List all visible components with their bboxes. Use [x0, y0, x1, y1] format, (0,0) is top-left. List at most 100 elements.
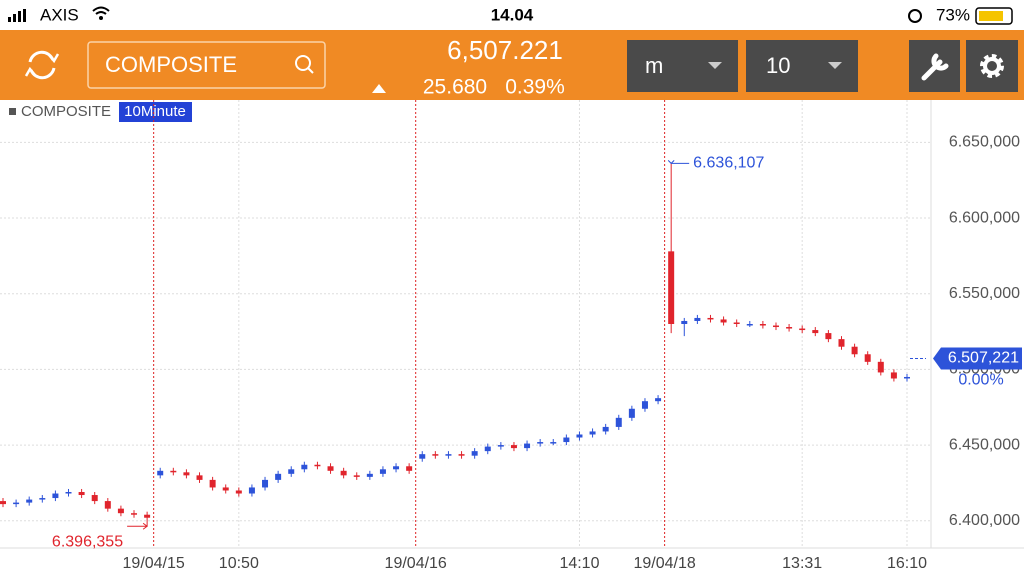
period-dropdown[interactable] — [746, 40, 858, 92]
candle-body — [772, 325, 779, 328]
candle-body — [904, 376, 910, 379]
candle-body — [694, 317, 701, 321]
candle-body — [799, 328, 806, 331]
candle-body — [301, 464, 308, 470]
unit-dropdown[interactable] — [627, 40, 738, 92]
candle-body — [314, 464, 321, 467]
change: 25.680 — [423, 76, 487, 99]
candle-body — [615, 417, 622, 427]
x-tick-label: 14:10 — [559, 555, 599, 572]
candle-body — [104, 501, 111, 509]
candle-body — [655, 398, 662, 402]
x-tick-label: 16:10 — [887, 555, 927, 572]
x-tick-label: 10:50 — [219, 555, 259, 572]
candle-body — [235, 490, 242, 494]
wifi-icon — [92, 6, 110, 15]
candle-body — [379, 469, 386, 474]
candle-body — [628, 408, 635, 418]
candle-body — [131, 513, 138, 515]
settings-button[interactable] — [966, 40, 1018, 92]
period-value: 10 — [766, 53, 790, 78]
candle-body — [563, 437, 570, 443]
max-arrow — [667, 160, 690, 165]
candle-body — [353, 475, 360, 477]
candle-body — [91, 495, 98, 502]
candle-body — [471, 451, 478, 456]
candle-body — [720, 319, 727, 323]
legend-interval-bg — [119, 102, 192, 122]
candle-body — [825, 333, 832, 340]
gear-icon-core — [983, 57, 1001, 75]
candle-body — [733, 322, 740, 324]
legend-marker — [9, 108, 16, 115]
last-price-tag — [933, 347, 1022, 370]
candle-body — [170, 470, 177, 473]
plot: 6.400,0006.450,0006.500,0006.550,0006.60… — [0, 100, 1022, 572]
y-tick-label: 6.600,000 — [949, 209, 1020, 226]
y-tick-label: 6.550,000 — [949, 285, 1020, 302]
candle-body — [248, 487, 255, 494]
carrier: AXIS — [40, 5, 79, 24]
candle-body — [117, 508, 124, 514]
candle-body — [576, 434, 583, 438]
candle-body — [157, 470, 164, 476]
candle-body — [275, 473, 282, 480]
candle-body — [406, 466, 413, 471]
candle-body — [144, 514, 151, 518]
y-tick-label: 6.450,000 — [949, 436, 1020, 453]
wrench-icon — [921, 53, 949, 81]
candle-body — [288, 469, 295, 474]
candle-body — [209, 479, 216, 488]
y-tick-label: 6.650,000 — [949, 134, 1020, 151]
candle-body — [510, 445, 517, 449]
x-tick-label: 19/04/16 — [385, 555, 447, 572]
x-tick-label: 19/04/15 — [123, 555, 185, 572]
candle-body — [668, 251, 675, 324]
search-icon[interactable] — [295, 55, 311, 71]
candle-body — [589, 431, 596, 435]
candle-body — [746, 324, 753, 326]
candle-body — [196, 475, 203, 480]
candle-body — [432, 454, 439, 456]
symbol-input[interactable]: COMPOSITE — [105, 52, 237, 77]
battery-outline — [975, 7, 1013, 25]
legend-interval: 10Minute — [124, 103, 186, 120]
wifi-dot — [99, 16, 103, 20]
candle-body — [0, 501, 6, 505]
x-tick-label: 19/04/18 — [633, 555, 695, 572]
candle-body — [65, 492, 72, 494]
change-pct: 0.39% — [505, 76, 565, 99]
candle-body — [39, 498, 46, 500]
candle-body — [864, 354, 871, 362]
candle-body — [602, 426, 609, 432]
candle-body — [327, 466, 334, 471]
candle-body — [537, 442, 544, 444]
candle-body — [13, 502, 20, 505]
candle-body — [78, 492, 85, 496]
candle-body — [681, 320, 688, 324]
candle-body — [641, 401, 648, 409]
candle-body — [458, 454, 465, 456]
caret — [828, 62, 842, 69]
alarm-icon — [908, 9, 922, 23]
min-label: 6.396,355 — [52, 533, 123, 550]
unit-value: m — [645, 53, 663, 78]
min-arrow — [127, 522, 148, 530]
candle-body — [851, 346, 858, 355]
refresh-button[interactable] — [24, 50, 60, 80]
up-arrow — [372, 84, 386, 93]
candle-body — [707, 317, 714, 320]
search-box[interactable] — [87, 41, 326, 89]
candle-body — [890, 372, 897, 379]
candle-body — [52, 493, 59, 499]
battery-pct: 73% — [936, 5, 970, 24]
candle-body — [26, 499, 33, 503]
candle-body — [262, 479, 269, 488]
caret — [708, 62, 722, 69]
candle-body — [183, 472, 190, 476]
search-icon-handle — [307, 67, 314, 74]
candle-body — [550, 442, 557, 444]
candle-body — [340, 470, 347, 476]
candle-body — [838, 339, 845, 347]
candle-body — [786, 327, 793, 329]
